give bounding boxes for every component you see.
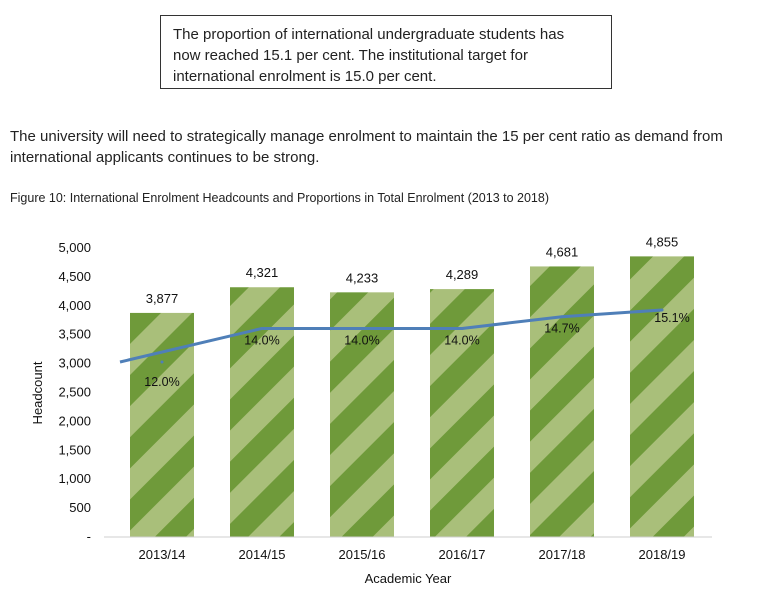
bar-value-label: 4,289 [446,267,479,282]
bar [430,289,494,537]
line-value-label: 12.0% [144,375,179,389]
x-tick-label: 2014/15 [239,547,286,562]
paragraph-line-1: The university will need to strategicall… [10,128,723,145]
bar [630,256,694,537]
figure-title: Figure 10: International Enrolment Headc… [10,191,549,205]
bar [530,266,594,537]
line-value-label: 14.0% [244,333,279,347]
x-tick-label: 2013/14 [139,547,186,562]
bar-value-label: 4,855 [646,234,679,249]
y-tick-label: 500 [69,500,91,515]
x-axis-title: Academic Year [365,571,452,586]
enrolment-chart: - 500 1,000 1,500 2,000 2,500 3,000 3,500 4,000 4… [30,234,712,586]
bar-value-label: 4,321 [246,265,279,280]
x-tick-label: 2017/18 [539,547,586,562]
bar-value-label: 4,233 [346,270,379,285]
y-tick-label: 4,500 [58,269,91,284]
bar-value-label: 3,877 [146,291,179,306]
line-point [360,326,364,330]
x-tick-label: 2018/19 [639,547,686,562]
y-tick-label: 1,000 [58,471,91,486]
paragraph-line-2: international applicants continues to be… [10,149,320,166]
y-axis-title: Headcount [30,361,45,424]
y-tick-label: - [87,529,91,544]
x-axis: 2013/14 2014/15 2015/16 2016/17 2017/18 2018/… [104,536,712,562]
body-paragraph: The university will need to strategicall… [10,126,775,168]
y-tick-label: 5,000 [58,240,91,255]
y-tick-label: 2,500 [58,385,91,400]
summary-callout-box: The proportion of international undergra… [160,15,612,89]
line-value-label: 15.1% [654,311,689,325]
bar-value-label: 4,681 [546,244,579,259]
line-point [160,360,164,364]
callout-line-3: international enrolment is 15.0 per cent… [173,68,437,85]
line-value-label: 14.7% [544,322,579,336]
line-point [660,308,664,312]
y-tick-label: 3,500 [58,327,91,342]
x-tick-label: 2015/16 [339,547,386,562]
line-point [460,326,464,330]
line-point [560,315,564,319]
y-tick-label: 1,500 [58,442,91,457]
proportion-line [119,308,663,364]
x-tick-label: 2016/17 [439,547,486,562]
bar-series: 3,877 4,321 4,233 4,289 4,681 4,855 [130,234,694,537]
line-value-label: 14.0% [444,333,479,347]
y-tick-label: 2,000 [58,413,91,428]
y-tick-label: 3,000 [58,356,91,371]
callout-line-1: The proportion of international undergra… [173,26,565,43]
line-value-label: 14.0% [344,333,379,347]
line-point [260,326,264,330]
y-axis: - 500 1,000 1,500 2,000 2,500 3,000 3,500 4,000 4… [58,240,91,544]
bar [330,292,394,537]
callout-line-2: now reached 15.1 per cent. The instituti… [173,47,528,64]
proportion-line-series: 12.0% 14.0% 14.0% 14.0% 14.7% 15.1% [119,308,690,389]
bar [130,312,194,537]
bar [230,287,294,537]
y-tick-label: 4,000 [58,298,91,313]
